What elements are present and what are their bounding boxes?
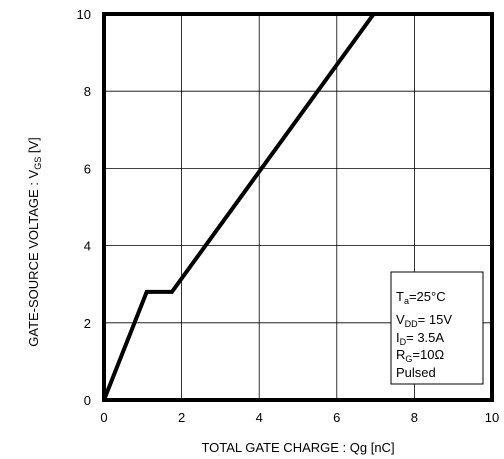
y-tick-label: 8 bbox=[84, 84, 91, 99]
condition-rg: RG=10Ω bbox=[396, 347, 444, 364]
x-tick-label: 4 bbox=[256, 410, 263, 425]
series-group bbox=[102, 12, 376, 401]
x-tick-label: 2 bbox=[178, 410, 185, 425]
y-tick-labels: 0 2 4 6 8 10 bbox=[77, 7, 91, 408]
plot-frame bbox=[102, 12, 494, 402]
y-tick-label: 4 bbox=[84, 239, 91, 254]
x-tick-label: 0 bbox=[100, 410, 107, 425]
x-tick-label: 10 bbox=[485, 410, 499, 425]
y-axis-title: GATE-SOURCE VOLTAGE : VGS [V] bbox=[26, 137, 43, 347]
conditions-box-frame bbox=[390, 271, 484, 385]
conditions-box: Ta=25°C VDD= 15V ID= 3.5A RG=10Ω Pulsed bbox=[390, 271, 484, 385]
y-tick-label: 6 bbox=[84, 161, 91, 176]
condition-vdd: VDD= 15V bbox=[396, 312, 452, 329]
y-tick-label: 2 bbox=[84, 316, 91, 331]
y-tick-label: 0 bbox=[84, 393, 91, 408]
grid-lines bbox=[104, 14, 492, 400]
condition-ta: Ta=25°C bbox=[396, 289, 446, 306]
series-line bbox=[102, 12, 376, 401]
condition-pulsed: Pulsed bbox=[396, 365, 436, 380]
x-tick-label: 6 bbox=[333, 410, 340, 425]
y-tick-label: 10 bbox=[77, 7, 91, 22]
x-axis-title: TOTAL GATE CHARGE : Qg [nC] bbox=[201, 440, 394, 455]
x-tick-labels: 0 2 4 6 8 10 bbox=[100, 410, 499, 425]
condition-id: ID= 3.5A bbox=[396, 330, 444, 347]
x-tick-label: 8 bbox=[411, 410, 418, 425]
